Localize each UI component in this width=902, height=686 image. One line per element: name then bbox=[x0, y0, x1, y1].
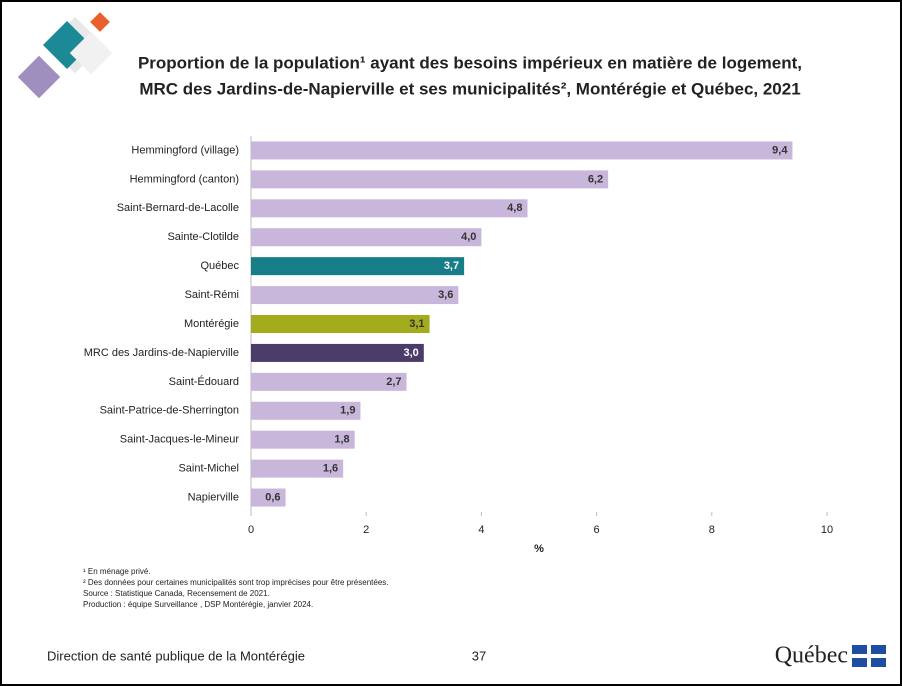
value-label: 4,8 bbox=[507, 202, 522, 214]
value-label: 0,6 bbox=[265, 491, 280, 503]
bar bbox=[251, 170, 609, 189]
value-label: 1,8 bbox=[334, 434, 349, 446]
x-tick-label: 6 bbox=[594, 524, 600, 536]
value-label: 2,7 bbox=[386, 376, 401, 388]
y-tick-label: Saint-Rémi bbox=[185, 289, 239, 301]
bar bbox=[251, 401, 361, 420]
footnote: Source : Statistique Canada, Recensement… bbox=[83, 589, 270, 598]
bar bbox=[251, 199, 528, 218]
value-label: 9,4 bbox=[772, 144, 788, 156]
bar bbox=[251, 372, 407, 391]
y-tick-label: Saint-Michel bbox=[178, 463, 239, 475]
chart-title: MRC des Jardins-de-Napierville et ses mu… bbox=[139, 79, 800, 98]
bar bbox=[251, 459, 344, 478]
y-tick-label: Hemmingford (village) bbox=[131, 144, 239, 156]
value-label: 6,2 bbox=[588, 173, 603, 185]
y-tick-label: Napierville bbox=[188, 491, 239, 503]
x-tick-label: 10 bbox=[821, 524, 833, 536]
bar bbox=[251, 286, 459, 305]
value-label: 3,1 bbox=[409, 318, 424, 330]
bar bbox=[251, 228, 482, 247]
y-tick-label: Saint-Jacques-le-Mineur bbox=[120, 434, 240, 446]
value-label: 3,0 bbox=[404, 347, 419, 359]
x-axis-title: % bbox=[534, 543, 544, 555]
value-label: 3,6 bbox=[438, 289, 453, 301]
x-tick-label: 0 bbox=[248, 524, 254, 536]
value-label: 1,6 bbox=[323, 463, 338, 475]
footnote: ² Des données pour certaines municipalit… bbox=[83, 578, 389, 587]
bar bbox=[251, 488, 286, 507]
y-tick-label: Québec bbox=[200, 260, 239, 272]
bar bbox=[251, 141, 793, 160]
x-tick-label: 4 bbox=[478, 524, 484, 536]
bar bbox=[251, 315, 430, 333]
logo-flag bbox=[852, 645, 886, 667]
bar bbox=[251, 257, 465, 276]
footnote: Production : équipe Surveillance , DSP M… bbox=[83, 600, 313, 609]
y-tick-label: Sainte-Clotilde bbox=[167, 231, 239, 243]
chart-title: Proportion de la population¹ ayant des b… bbox=[138, 53, 802, 72]
logo-text: Québec bbox=[775, 643, 848, 669]
y-tick-label: Montérégie bbox=[184, 318, 239, 330]
y-tick-label: Saint-Bernard-de-Lacolle bbox=[117, 202, 239, 214]
value-label: 1,9 bbox=[340, 405, 355, 417]
y-tick-label: Saint-Patrice-de-Sherrington bbox=[100, 405, 239, 417]
y-tick-label: MRC des Jardins-de-Napierville bbox=[84, 347, 239, 359]
bar bbox=[251, 343, 424, 362]
bar bbox=[251, 430, 355, 449]
x-tick-label: 2 bbox=[363, 524, 369, 536]
y-tick-label: Saint-Édouard bbox=[169, 375, 239, 388]
footnote: ¹ En ménage privé. bbox=[83, 567, 151, 576]
value-label: 3,7 bbox=[444, 260, 459, 272]
value-label: 4,0 bbox=[461, 231, 476, 243]
y-tick-label: Hemmingford (canton) bbox=[130, 173, 239, 185]
footer-organization: Direction de santé publique de la Montér… bbox=[47, 648, 305, 663]
x-tick-label: 8 bbox=[709, 524, 715, 536]
page-number: 37 bbox=[472, 648, 486, 663]
